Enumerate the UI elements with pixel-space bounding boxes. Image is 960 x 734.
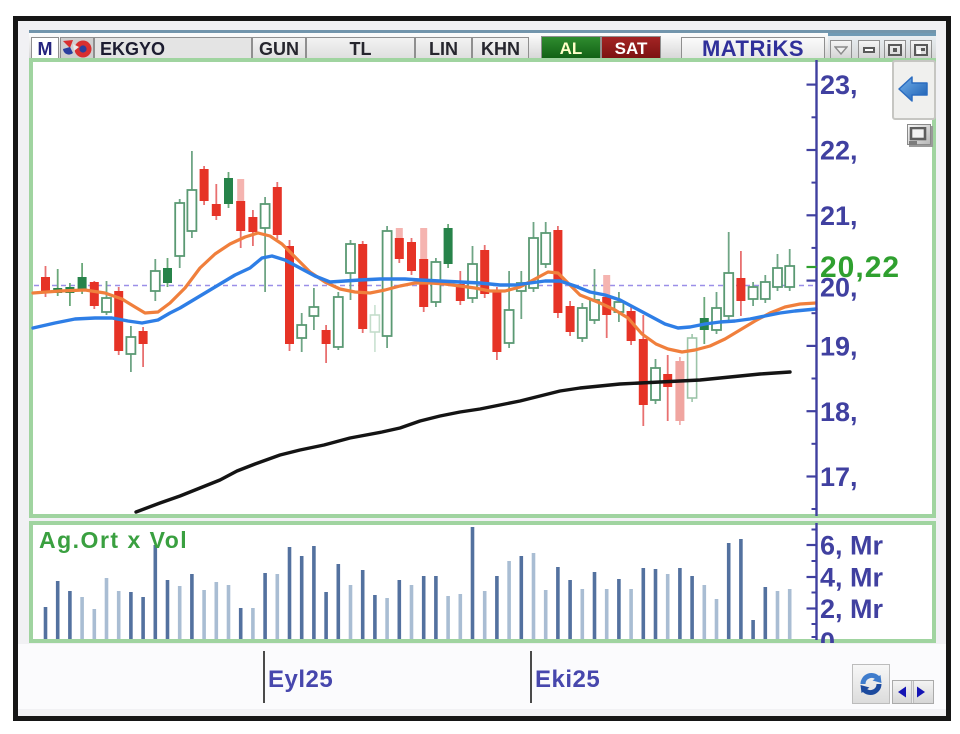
svg-text:4, Mr: 4, Mr [820, 563, 884, 593]
svg-text:20,: 20, [820, 273, 858, 303]
svg-text:18,: 18, [820, 397, 858, 427]
svg-text:17,: 17, [820, 462, 858, 492]
svg-text:Ag.Ort x Vol: Ag.Ort x Vol [39, 527, 188, 553]
svg-text:6, Mr: 6, Mr [820, 531, 884, 561]
svg-text:23,: 23, [820, 70, 858, 100]
svg-text:19,: 19, [820, 332, 858, 362]
svg-text:22,: 22, [820, 136, 858, 166]
svg-text:20,22: 20,22 [820, 251, 900, 284]
svg-text:2, Mr: 2, Mr [820, 594, 884, 624]
svg-text:0,: 0, [820, 627, 843, 643]
svg-text:21,: 21, [820, 201, 858, 231]
